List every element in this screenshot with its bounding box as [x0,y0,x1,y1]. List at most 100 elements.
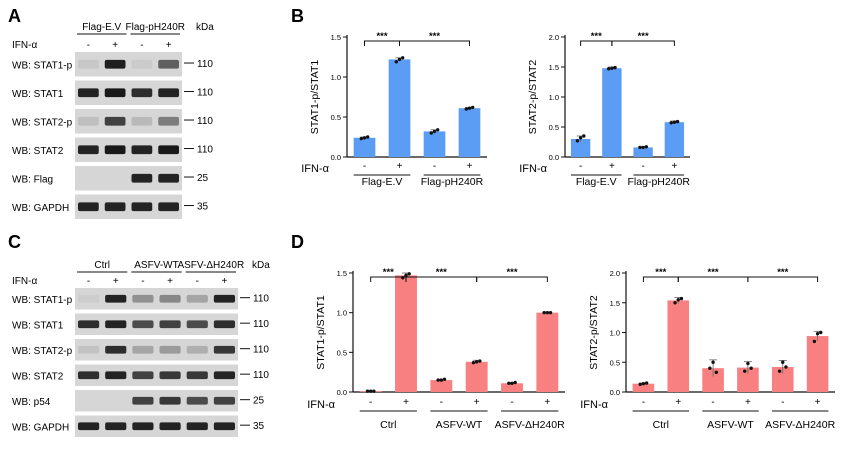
data-point [436,128,440,132]
ifn-label: IFN-α [519,163,547,175]
significance-bracket [476,276,548,282]
data-point [397,57,402,62]
blot-band [78,202,99,212]
significance-label: *** [708,267,719,278]
y-axis-label: STAT2-p/STAT2 [527,60,539,135]
blot-band [78,422,100,431]
blot-marker-label: 35 [253,421,265,432]
ifn-sign: - [781,397,784,408]
blot-band [132,371,154,380]
blot-band [131,88,153,98]
blot-row-label: WB: STAT2 [12,371,64,382]
blot-row-label: WB: STAT1 [12,89,64,100]
data-point [749,366,753,370]
blot-lane-sign: - [196,276,199,287]
bar [602,68,622,157]
significance-label: *** [429,31,440,42]
blot-row-label: WB: STAT2 [12,146,64,157]
blot-lane-sign: + [113,276,119,287]
y-axis-label: STAT2-p/STAT2 [588,295,600,370]
ifn-sign: + [671,161,677,172]
blot-row-label: WB: STAT1-p [12,295,73,306]
ifn-sign: - [363,161,366,172]
bar [536,312,559,392]
data-point [638,145,642,150]
data-point [366,135,370,139]
data-point [429,131,433,135]
data-point [708,366,712,370]
blot-band [105,320,127,329]
data-point [746,361,750,366]
bar-chart-D-left: 0.0 0.5 1.0 1.5 STAT1-p/STAT1 - + - + - + IFN-α Ctrl… [307,267,565,431]
blot-band [186,422,208,431]
blot-band [105,371,127,380]
ifn-sign: - [369,397,372,408]
blot-band [132,294,154,303]
data-point [394,60,398,64]
significance-bracket [611,40,675,46]
blot-band [186,396,208,405]
bar [570,139,591,157]
blot-band [159,371,181,380]
bar [664,122,685,157]
blot-band [158,59,179,69]
significance-bracket [399,40,470,46]
blot-band [132,396,154,405]
blot-row-label: WB: STAT1 [12,320,64,331]
ifn-sign: + [675,397,681,408]
blot-band [186,345,208,354]
blot-ifn-label: IFN-α [12,40,37,51]
y-tick-label: 0.5 [610,358,620,367]
data-point [679,296,684,301]
blot-membrane [75,339,238,361]
blot-marker-label: 110 [253,319,269,330]
blot-marker-label: 35 [197,202,209,213]
bar [702,368,724,392]
blot-membrane [75,390,238,412]
data-point [432,129,437,134]
blot-lane-sign: + [167,276,173,287]
data-point [359,136,363,141]
data-point [407,272,411,276]
blot-band [78,345,100,354]
bar-chart-B-left: 0.0 0.5 1.0 1.5 STAT1-p/STAT1 - + - + IFN-α Flag-E… [301,31,487,188]
data-point [669,121,673,125]
panel-letter-a: A [8,6,21,26]
blot-band [158,116,179,126]
data-point [781,360,785,364]
blot-lane-sign: + [112,40,118,51]
blot-row-label: WB: STAT2-p [12,346,73,357]
blot-band [78,294,100,303]
blot-row-label: WB: p54 [12,397,51,408]
blot-band [132,320,154,329]
y-tick-label: 1.5 [337,269,347,278]
y-tick-label: 1.0 [331,73,341,82]
significance-label: *** [436,267,447,278]
group-label: ASFV-ΔH240R [495,419,565,431]
data-point [784,365,788,369]
blot-band [186,294,208,303]
significance-label: *** [376,31,387,42]
group-label: Flag-E.V [362,176,403,188]
ifn-label: IFN-α [301,163,329,175]
ifn-sign: + [467,161,473,172]
data-point [404,273,408,278]
data-point [812,339,817,344]
ifn-label: IFN-α [307,399,335,411]
blot-band [213,345,235,354]
data-point [471,360,476,365]
data-point [436,378,440,382]
blot-membrane [75,415,238,437]
y-tick-label: 2.0 [610,269,620,278]
data-point [641,381,646,386]
data-point [676,298,680,302]
ifn-sign: + [397,161,403,172]
blot-band [78,145,99,155]
panel-letter-c: C [8,232,21,252]
blot-band [105,422,127,431]
blot-band [78,59,99,69]
group-label: Flag-pH240R [628,176,691,188]
bar-chart-D-right: 0.0 0.5 1.0 1.5 2.0 STAT2-p/STAT2 - + - + - + IFN-α C… [580,267,835,431]
ifn-sign: - [433,161,436,172]
blot-band [213,396,235,405]
